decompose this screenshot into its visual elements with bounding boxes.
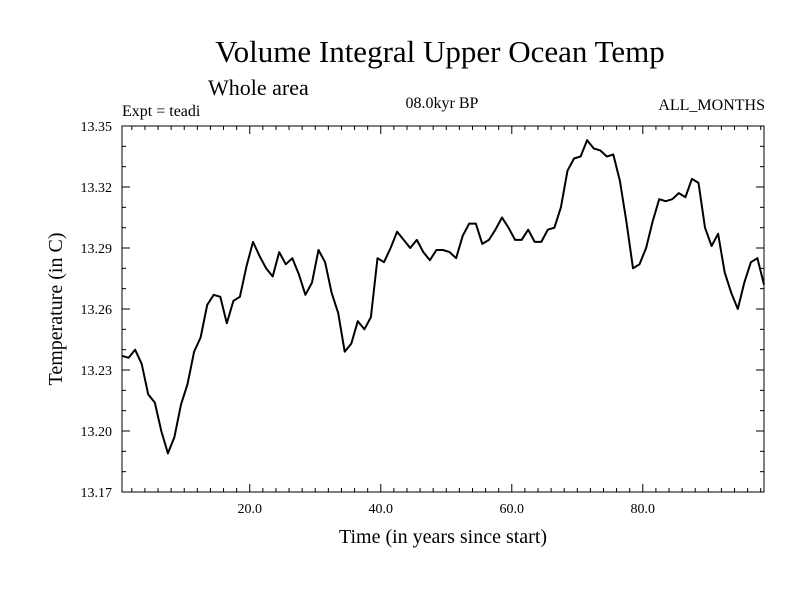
y-tick-label: 13.35 xyxy=(81,120,113,135)
y-tick-label: 13.32 xyxy=(81,181,113,196)
x-axis-tick-labels: 20.0 40.0 60.0 80.0 xyxy=(237,502,655,517)
x-tick-label: 80.0 xyxy=(631,502,656,517)
series-line-temperature xyxy=(121,139,765,455)
y-axis-ticks xyxy=(122,125,764,493)
y-axis-label: Temperature (in C) xyxy=(45,233,67,386)
y-tick-label: 13.23 xyxy=(81,364,113,379)
x-tick-label: 60.0 xyxy=(500,502,525,517)
y-tick-label: 13.29 xyxy=(81,242,113,257)
chart-subtitle: Whole area xyxy=(208,75,309,100)
x-axis-label: Time (in years since start) xyxy=(339,526,547,548)
period-label: 08.0kyr BP xyxy=(406,95,479,112)
y-tick-label: 13.26 xyxy=(81,303,113,318)
series-layer xyxy=(121,139,765,455)
chart-title: Volume Integral Upper Ocean Temp xyxy=(215,34,665,69)
plot-frame xyxy=(121,125,765,493)
x-axis-ticks xyxy=(131,126,762,492)
y-tick-label: 13.17 xyxy=(81,486,113,501)
x-tick-label: 20.0 xyxy=(237,502,262,517)
y-tick-label: 13.20 xyxy=(81,425,113,440)
experiment-label: Expt = teadi xyxy=(122,103,201,120)
months-label: ALL_MONTHS xyxy=(658,97,765,114)
x-tick-label: 40.0 xyxy=(369,502,394,517)
y-axis-tick-labels: 13.17 13.20 13.23 13.26 13.29 13.32 13.35 xyxy=(81,120,113,501)
